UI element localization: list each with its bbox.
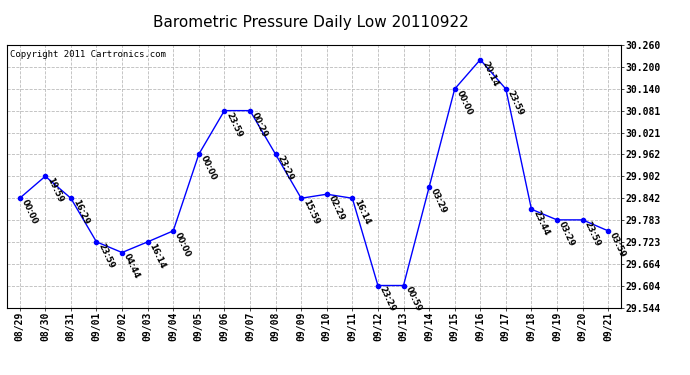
Text: 23:29: 23:29 [378, 285, 397, 314]
Text: 23:59: 23:59 [97, 242, 116, 270]
Text: 23:59: 23:59 [582, 220, 602, 248]
Text: 23:59: 23:59 [506, 89, 525, 117]
Text: Barometric Pressure Daily Low 20110922: Barometric Pressure Daily Low 20110922 [152, 15, 469, 30]
Text: 02:29: 02:29 [327, 194, 346, 222]
Text: 00:59: 00:59 [404, 285, 423, 314]
Text: Copyright 2011 Cartronics.com: Copyright 2011 Cartronics.com [10, 50, 166, 59]
Text: 00:00: 00:00 [199, 154, 218, 182]
Text: 16:14: 16:14 [353, 198, 372, 226]
Text: 00:00: 00:00 [173, 231, 193, 259]
Text: 23:44: 23:44 [531, 209, 551, 237]
Text: 00:29: 00:29 [250, 111, 269, 138]
Text: 23:29: 23:29 [275, 154, 295, 182]
Text: 16:29: 16:29 [71, 198, 90, 226]
Text: 23:59: 23:59 [224, 111, 244, 138]
Text: 03:59: 03:59 [608, 231, 628, 259]
Text: 03:29: 03:29 [429, 187, 448, 215]
Text: 04:44: 04:44 [122, 252, 141, 280]
Text: 03:29: 03:29 [557, 220, 576, 248]
Text: 00:00: 00:00 [455, 89, 474, 117]
Text: 20:14: 20:14 [480, 60, 500, 88]
Text: 15:59: 15:59 [301, 198, 321, 226]
Text: 16:14: 16:14 [148, 242, 167, 270]
Text: 00:00: 00:00 [20, 198, 39, 226]
Text: 19:59: 19:59 [46, 176, 65, 204]
